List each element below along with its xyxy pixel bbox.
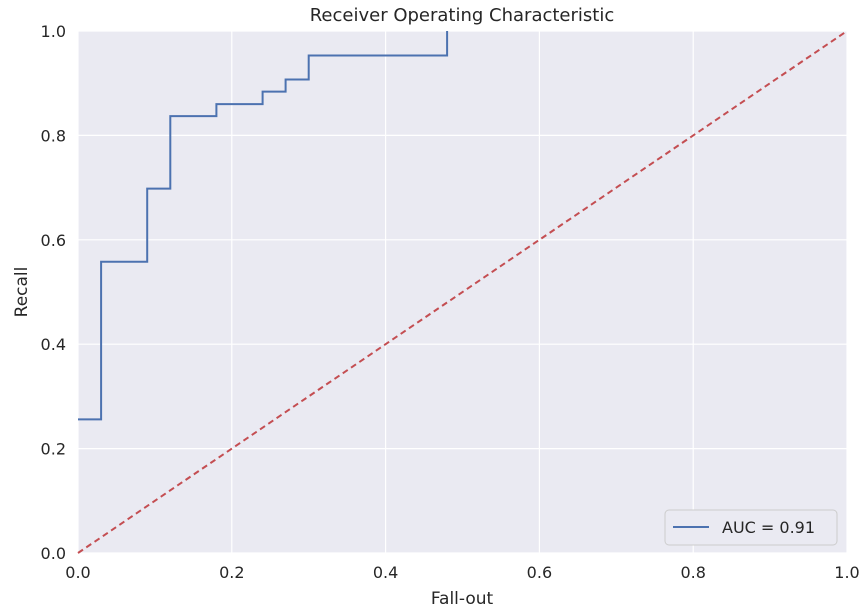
- y-axis-label: Recall: [12, 267, 32, 318]
- legend: AUC = 0.91: [664, 509, 838, 546]
- chart-title: Receiver Operating Characteristic: [310, 5, 615, 26]
- grid-lines: [77, 30, 848, 554]
- roc-curve-line: [78, 31, 449, 421]
- x-tick-label: 0.0: [65, 563, 90, 582]
- y-tick-label: 0.0: [41, 544, 66, 563]
- y-tick-label: 0.8: [41, 126, 66, 145]
- y-tick-label: 0.4: [41, 335, 66, 354]
- x-tick-label: 0.4: [373, 563, 398, 582]
- x-axis-label: Fall-out: [431, 589, 494, 609]
- y-tick-label: 0.2: [41, 440, 66, 459]
- x-tick-label: 0.8: [680, 563, 705, 582]
- legend-box: [664, 509, 838, 546]
- y-tick-label: 0.6: [41, 231, 66, 250]
- tick-labels: 0.0 0.2 0.4 0.6 0.8 1.0 0.0 0.2 0.4 0.6 0.8 1.0: [41, 22, 860, 582]
- x-tick-label: 1.0: [834, 563, 859, 582]
- x-tick-label: 0.6: [527, 563, 552, 582]
- legend-entry-auc: AUC = 0.91: [722, 518, 815, 537]
- y-tick-label: 1.0: [41, 22, 66, 41]
- x-tick-label: 0.2: [219, 563, 244, 582]
- series-layer: [77, 30, 848, 554]
- chance-diagonal-line: [77, 30, 848, 554]
